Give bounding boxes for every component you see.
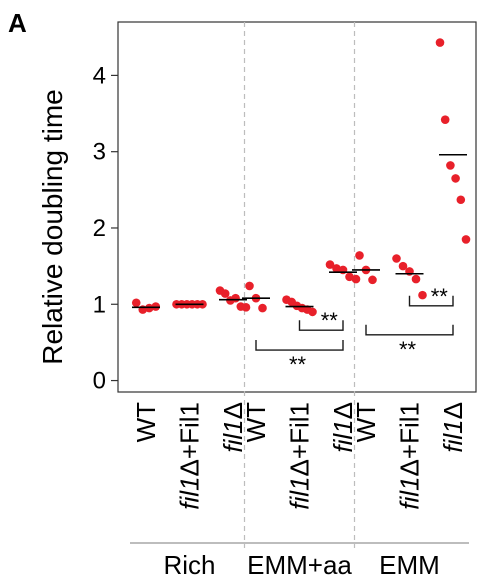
data-point [231, 293, 240, 303]
y-tick-label: 3 [93, 139, 106, 166]
data-point [440, 115, 450, 124]
data-point [392, 254, 401, 263]
y-tick-label: 1 [93, 291, 106, 318]
condition-label: Rich [163, 550, 215, 580]
condition-label: EMM+aa [247, 550, 352, 580]
data-point [418, 290, 427, 300]
significance-label: ** [289, 352, 307, 377]
data-point [461, 235, 471, 244]
y-axis-label: Relative doubling time [37, 89, 68, 365]
data-point [220, 289, 230, 298]
data-point [398, 261, 408, 271]
strain-label: WT [241, 402, 271, 443]
data-point [435, 38, 445, 47]
y-tick-label: 2 [93, 215, 106, 242]
panel-label: A [8, 8, 27, 38]
data-point [245, 281, 254, 291]
strain-label: fil1Δ [438, 402, 468, 453]
significance-label: ** [431, 284, 449, 309]
strain-label: fil1Δ+Fil1 [395, 402, 425, 510]
significance-bracket [298, 320, 344, 331]
data-point [446, 161, 455, 170]
y-tick-label: 4 [93, 62, 106, 89]
data-point [325, 260, 335, 269]
data-point [411, 274, 421, 284]
condition-labels: Rich EMM+aa EMM [130, 542, 469, 580]
data-point [332, 264, 341, 273]
y-tick-label: 0 [93, 368, 106, 395]
data-point [258, 303, 267, 313]
significance-label: ** [399, 337, 417, 362]
strain-label: fil1Δ [328, 402, 358, 453]
data-point [355, 251, 364, 260]
plot-frame [117, 21, 477, 393]
data-point [456, 195, 466, 205]
data-point [308, 307, 317, 317]
significance-label: ** [321, 308, 339, 333]
strain-label: WT [131, 402, 161, 443]
data-point [131, 298, 141, 308]
strain-label: WT [351, 402, 381, 443]
strain-label: fil1Δ [218, 402, 248, 453]
strain-label: fil1Δ+Fil1 [175, 402, 205, 510]
significance-brackets: ** ** ** ** [255, 284, 454, 377]
data-point [345, 272, 354, 282]
group-dividers [243, 22, 356, 548]
strain-label: fil1Δ+Fil1 [285, 402, 315, 510]
median-lines [132, 153, 467, 309]
significance-bracket [255, 340, 344, 351]
plot-axes: 0 1 2 3 4 [93, 21, 477, 395]
data-point [351, 274, 361, 284]
data-point [241, 303, 251, 312]
data-point [368, 275, 377, 285]
condition-label: EMM [379, 550, 440, 580]
significance-bracket [365, 324, 454, 336]
significance-bracket [408, 295, 454, 307]
data-point [451, 174, 460, 183]
